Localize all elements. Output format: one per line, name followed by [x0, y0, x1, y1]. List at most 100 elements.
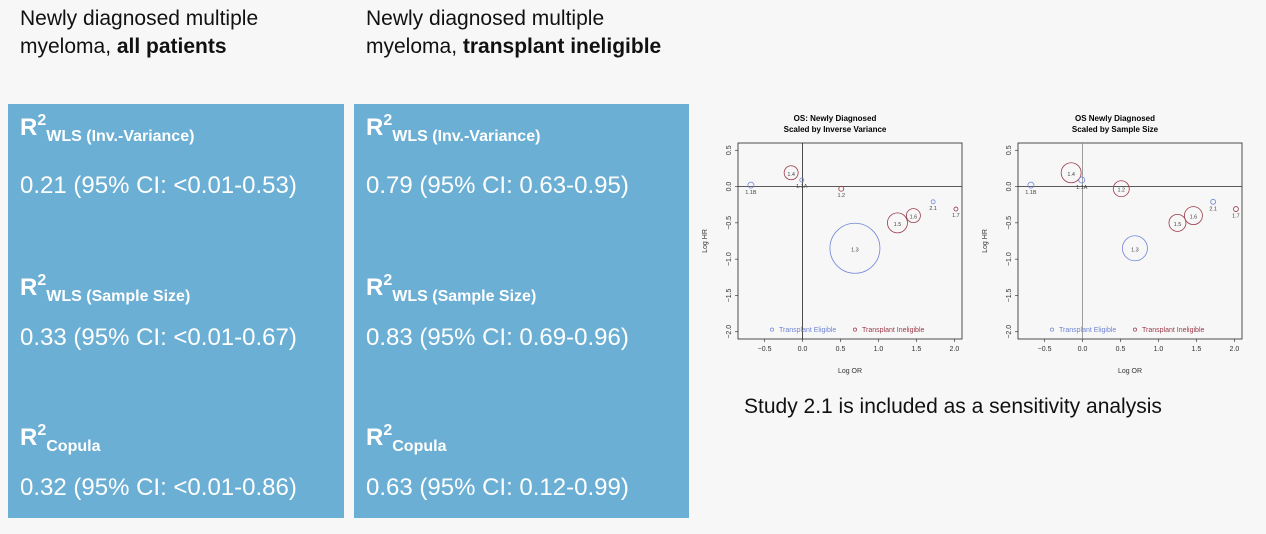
x-tick-label: 0.0	[798, 346, 808, 353]
r-symbol: R	[366, 274, 384, 301]
chart-title: OS: Newly Diagnosed	[794, 114, 877, 123]
x-tick-label: 0.5	[1116, 346, 1126, 353]
x-axis-label: Log OR	[1118, 368, 1142, 375]
bubble-1.5	[887, 212, 908, 234]
legend-eligible: Transplant Eligible	[1059, 327, 1116, 334]
column-header-transplant-ineligible: Newly diagnosed multiple myeloma, transp…	[366, 5, 666, 61]
bubble-1.3	[1122, 235, 1148, 262]
legend-marker-ineligible	[853, 327, 857, 332]
bubble-label: 1.7	[952, 213, 960, 219]
bubble-1.4	[1060, 162, 1082, 184]
header-bold: all patients	[116, 35, 227, 58]
r-symbol: R	[366, 114, 384, 141]
subscript: WLS (Sample Size)	[392, 288, 537, 305]
bubble-label: 1.1A	[1076, 185, 1088, 191]
y-tick-label: −0.5	[726, 216, 733, 230]
superscript: 2	[37, 272, 47, 289]
bubble-label: 1.3	[1131, 247, 1139, 253]
x-tick-label: 1.5	[912, 346, 922, 353]
superscript: 2	[383, 112, 393, 129]
metric-value: 0.21 (95% CI: <0.01-0.53)	[20, 172, 297, 199]
y-axis-label: Log HR	[702, 229, 709, 253]
caption: Study 2.1 is included as a sensitivity a…	[744, 395, 1162, 418]
scatter-chart-inverse-variance: OS: Newly Diagnosed Scaled by Inverse Var…	[702, 114, 963, 375]
bubble-label: 1.1B	[1025, 190, 1037, 196]
metric-label: R2Copula	[366, 422, 446, 456]
y-tick-label: −0.5	[1006, 216, 1013, 230]
bubble-label: 1.5	[894, 222, 902, 228]
superscript: 2	[383, 272, 393, 289]
bubble-2.1	[1210, 198, 1217, 205]
subscript: WLS (Inv.-Variance)	[392, 128, 541, 145]
legend-ineligible: Transplant Ineligible	[862, 327, 924, 334]
chart-title: OS Newly Diagnosed	[1075, 114, 1155, 123]
metric-value: 0.63 (95% CI: 0.12-0.99)	[366, 474, 629, 501]
bubble-label: 1.5	[1174, 222, 1182, 228]
bubble-label: 2.1	[1209, 206, 1217, 212]
bubble-1.5	[1168, 213, 1187, 232]
bubble-label: 1.3	[851, 247, 859, 253]
bubble-label: 1.6	[910, 215, 918, 221]
bubble-1.2	[838, 185, 845, 192]
plot-frame	[1017, 142, 1243, 340]
metric-label: R2WLS (Sample Size)	[366, 272, 536, 306]
scatter-chart-sample-size: OS Newly Diagnosed Scaled by Sample Size −…	[982, 114, 1243, 375]
bubble-label: 1.2	[1117, 188, 1125, 194]
y-tick-label: 0.5	[1006, 145, 1013, 155]
x-axis-label: Log OR	[838, 368, 862, 375]
bubble-label: 1.1A	[796, 184, 808, 190]
legend-marker-eligible	[770, 327, 774, 332]
bubble-1.3	[829, 222, 881, 274]
column-header-all-patients: Newly diagnosed multiple myeloma, all pa…	[20, 5, 320, 61]
x-tick-label: −0.5	[758, 346, 772, 353]
y-tick-label: −1.0	[1006, 252, 1013, 266]
y-tick-label: −2.0	[726, 325, 733, 339]
bubble-1.6	[906, 208, 921, 223]
metric-label: R2Copula	[20, 422, 100, 456]
metric-label: R2WLS (Inv.-Variance)	[20, 112, 194, 146]
header-text: Newly diagnosed multiple myeloma,	[366, 7, 605, 58]
r-symbol: R	[20, 274, 38, 301]
x-tick-label: 1.0	[874, 346, 884, 353]
bubble-label: 1.4	[787, 172, 795, 178]
metrics-box-all-patients: R2WLS (Inv.-Variance) 0.21 (95% CI: <0.01…	[8, 104, 344, 518]
y-tick-label: 0.5	[726, 145, 733, 155]
x-tick-label: 0.5	[836, 346, 846, 353]
superscript: 2	[383, 422, 393, 439]
bubble-label: 1.4	[1067, 172, 1075, 178]
plot-frame	[737, 142, 963, 340]
bubble-1.2	[1112, 180, 1130, 198]
y-tick-label: 0.0	[1006, 182, 1013, 192]
y-tick-label: −2.0	[1006, 325, 1013, 339]
bubble-label: 1.6	[1190, 215, 1198, 221]
r-symbol: R	[366, 424, 384, 451]
x-tick-label: 2.0	[950, 346, 960, 353]
y-tick-label: −1.0	[726, 252, 733, 266]
r-symbol: R	[20, 114, 38, 141]
bubble-1.1B	[1027, 181, 1035, 189]
metric-value: 0.33 (95% CI: <0.01-0.67)	[20, 324, 297, 351]
superscript: 2	[37, 112, 47, 129]
legend-marker-ineligible	[1133, 327, 1137, 332]
metric-value: 0.79 (95% CI: 0.63-0.95)	[366, 172, 629, 199]
bubble-1.6	[1184, 206, 1203, 225]
y-tick-label: −1.5	[1006, 288, 1013, 302]
bubble-label: 2.1	[929, 206, 937, 212]
x-tick-label: −0.5	[1038, 346, 1052, 353]
y-tick-label: −1.5	[726, 288, 733, 302]
metric-label: R2WLS (Sample Size)	[20, 272, 190, 306]
metric-label: R2WLS (Inv.-Variance)	[366, 112, 540, 146]
legend-marker-eligible	[1050, 327, 1054, 332]
bubble-1.7	[953, 206, 959, 212]
bubble-1.1A	[1078, 176, 1086, 184]
bubble-label: 1.1B	[745, 190, 757, 196]
x-tick-label: 2.0	[1230, 346, 1240, 353]
metric-value: 0.32 (95% CI: <0.01-0.86)	[20, 474, 297, 501]
metric-value: 0.83 (95% CI: 0.69-0.96)	[366, 324, 629, 351]
subscript: Copula	[46, 438, 101, 455]
bubble-1.7	[1233, 206, 1239, 212]
bubble-1.4	[783, 165, 799, 181]
subscript: Copula	[392, 438, 447, 455]
bubble-label: 1.2	[837, 193, 845, 199]
header-text: Newly diagnosed multiple myeloma,	[20, 7, 259, 58]
